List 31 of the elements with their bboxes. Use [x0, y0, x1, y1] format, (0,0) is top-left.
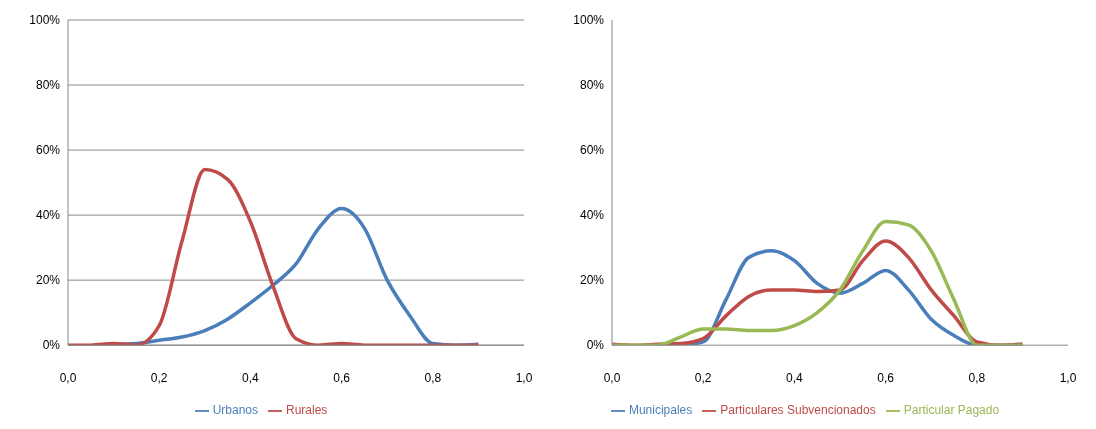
x-tick-label: 0,6 — [877, 370, 895, 385]
legend-label: Rurales — [286, 403, 328, 418]
x-tick-label: 0,0 — [59, 370, 77, 385]
line-series — [612, 219, 1025, 346]
legend-label: Municipales — [628, 403, 693, 418]
y-tick-label: 40% — [579, 208, 605, 223]
y-tick-label: 40% — [35, 208, 61, 223]
y-tick-label: 20% — [579, 273, 605, 288]
y-tick-label: 20% — [35, 273, 61, 288]
y-tick-label: 60% — [35, 143, 61, 158]
line-series — [68, 167, 481, 346]
y-tick-label: 100% — [573, 13, 605, 28]
x-tick-label: 0,8 — [968, 370, 986, 385]
y-tick-label: 0% — [42, 338, 61, 353]
y-tick-label: 60% — [579, 143, 605, 158]
legend-label: Particulares Subvencionados — [720, 403, 876, 418]
x-tick-label: 0,2 — [150, 370, 168, 385]
x-tick-label: 0,4 — [786, 370, 804, 385]
legend-label: Urbanos — [212, 403, 258, 418]
y-tick-label: 100% — [29, 13, 61, 28]
y-tick-label: 80% — [35, 78, 61, 93]
legend-label: Particular Pagado — [903, 403, 1000, 418]
x-tick-label: 0,0 — [603, 370, 621, 385]
x-tick-label: 0,6 — [333, 370, 351, 385]
x-tick-label: 1,0 — [515, 370, 533, 385]
x-tick-label: 1,0 — [1059, 370, 1077, 385]
x-tick-label: 0,4 — [242, 370, 260, 385]
y-tick-label: 0% — [586, 338, 605, 353]
x-tick-label: 0,8 — [424, 370, 442, 385]
x-tick-label: 0,2 — [694, 370, 712, 385]
y-tick-label: 80% — [579, 78, 605, 93]
